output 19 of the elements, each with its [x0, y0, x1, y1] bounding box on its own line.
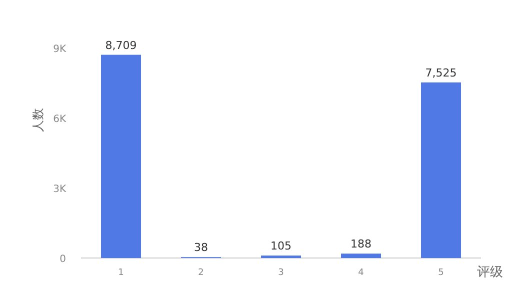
bar: [341, 254, 381, 258]
bar: [421, 82, 461, 258]
data-label: 38: [194, 241, 208, 254]
y-tick-label: 0: [60, 254, 66, 265]
y-tick-label: 9K: [53, 44, 66, 55]
bar: [101, 54, 141, 258]
data-label: 105: [270, 240, 292, 253]
x-tick-label: 2: [198, 268, 204, 278]
x-axis-title: 评级: [477, 265, 503, 280]
x-tick-label: 1: [118, 268, 124, 278]
y-tick-label: 6K: [53, 114, 66, 125]
x-tick-label: 3: [278, 268, 284, 278]
data-label: 8,709: [105, 38, 137, 52]
y-axis-title: 人数: [31, 108, 45, 132]
x-tick-label: 5: [438, 268, 444, 278]
x-tick-label: 4: [358, 268, 364, 278]
data-label: 7,525: [425, 66, 457, 80]
data-label: 188: [350, 238, 372, 251]
y-tick-label: 3K: [53, 184, 66, 195]
